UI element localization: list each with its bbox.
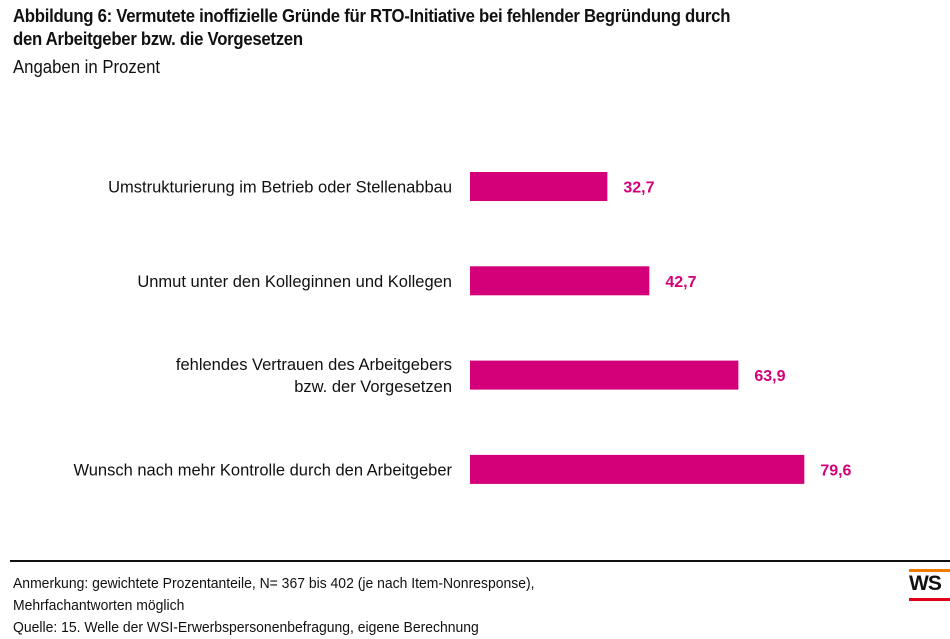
category-label: bzw. der Vorgesetzen <box>294 378 452 396</box>
bar <box>470 266 650 296</box>
chart-title: Abbildung 6: Vermutete inoffizielle Grün… <box>13 5 850 51</box>
bar <box>470 454 805 484</box>
chart-title-line-1: Abbildung 6: Vermutete inoffizielle Grün… <box>13 6 731 26</box>
chart-subtitle: Angaben in Prozent <box>13 57 161 77</box>
value-label: 79,6 <box>820 462 851 479</box>
logo-top-stripe <box>909 569 950 572</box>
value-label: 32,7 <box>623 180 654 197</box>
category-label: Wunsch nach mehr Kontrolle durch den Arb… <box>73 461 452 479</box>
footer-divider <box>10 560 950 562</box>
value-label: 42,7 <box>665 274 696 291</box>
footnote-line-1: Anmerkung: gewichtete Prozentanteile, N=… <box>13 575 535 592</box>
wsi-logo: WS <box>909 567 950 601</box>
category-label: fehlendes Vertrauen des Arbeitgebers <box>176 356 452 374</box>
logo-text: WS <box>909 572 942 595</box>
footnote-line-2: Mehrfachantworten möglich <box>13 597 185 614</box>
bar-chart: 32,7 Umstrukturierung im Betrieb oder Ste… <box>73 172 852 484</box>
logo-bottom-stripe <box>909 598 950 601</box>
bar <box>470 172 608 201</box>
value-label: 63,9 <box>754 368 785 385</box>
source-note: Quelle: 15. Welle der WSI-Erwerbspersone… <box>13 619 479 636</box>
category-label: Unmut unter den Kolleginnen und Kollegen <box>137 273 452 291</box>
category-label: Umstrukturierung im Betrieb oder Stellen… <box>108 179 452 197</box>
chart-title-line-2: den Arbeitgeber bzw. die Vorgesetzen <box>13 29 303 49</box>
bar <box>470 360 739 390</box>
